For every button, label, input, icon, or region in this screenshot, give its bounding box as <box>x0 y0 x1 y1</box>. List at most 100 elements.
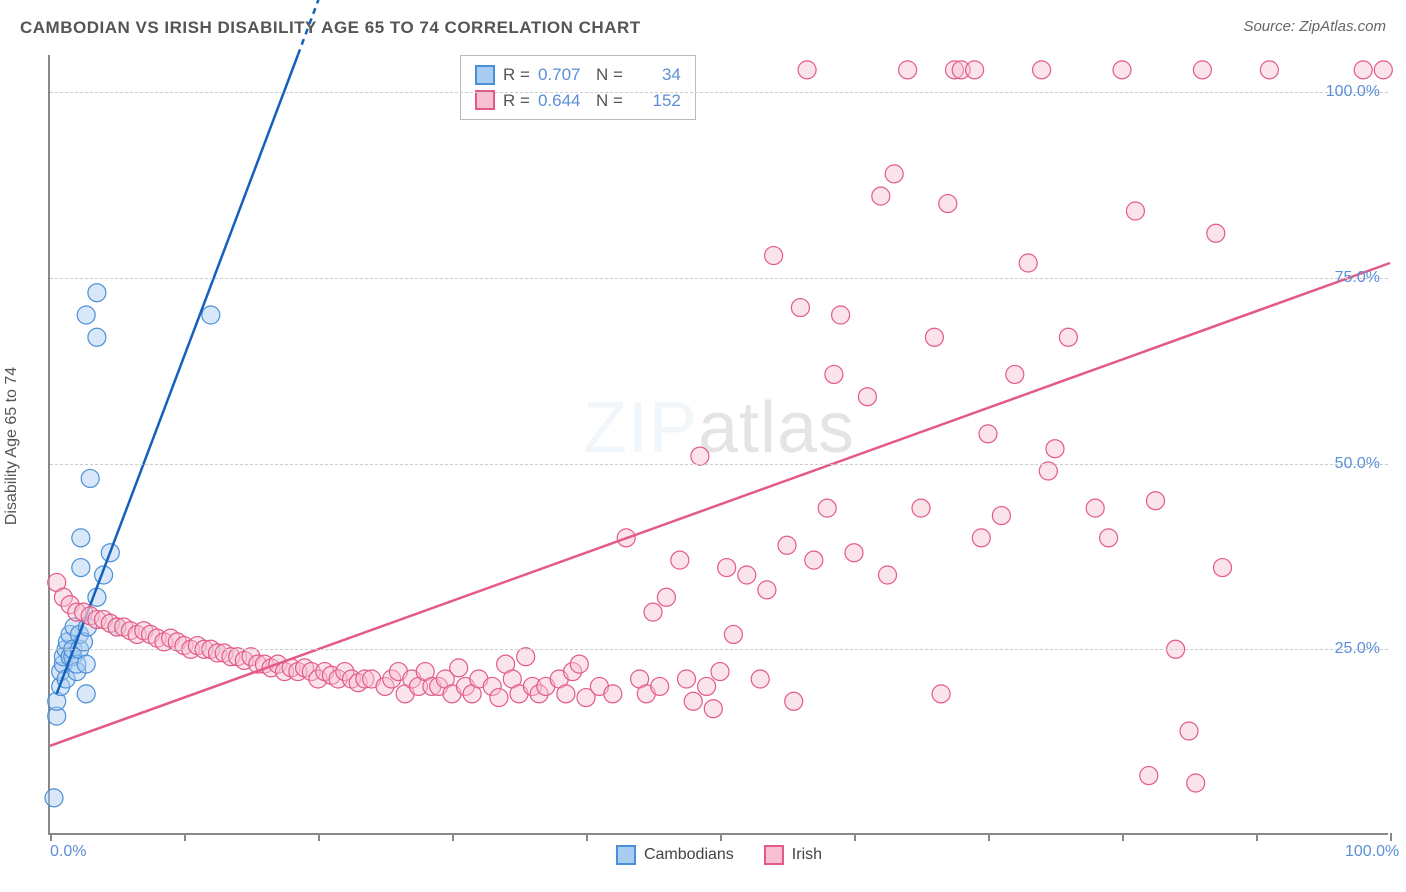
x-tick-mark <box>50 833 52 841</box>
scatter-point <box>825 365 843 383</box>
scatter-point <box>671 551 689 569</box>
scatter-point <box>765 247 783 265</box>
scatter-point <box>72 559 90 577</box>
scatter-point <box>805 551 823 569</box>
x-tick-mark <box>988 833 990 841</box>
y-tick-label: 75.0% <box>1335 269 1380 287</box>
scatter-point <box>832 306 850 324</box>
scatter-point <box>912 499 930 517</box>
scatter-point <box>798 61 816 79</box>
scatter-point <box>1180 722 1198 740</box>
scatter-point <box>1140 767 1158 785</box>
scatter-point <box>490 689 508 707</box>
scatter-point <box>77 655 95 673</box>
scatter-point <box>1126 202 1144 220</box>
x-tick-mark <box>184 833 186 841</box>
legend-item: Irish <box>764 845 822 865</box>
y-axis-label: Disability Age 65 to 74 <box>3 367 21 525</box>
scatter-point <box>879 566 897 584</box>
scatter-point <box>1100 529 1118 547</box>
scatter-point <box>1207 224 1225 242</box>
scatter-point <box>972 529 990 547</box>
scatter-point <box>88 284 106 302</box>
scatter-point <box>691 447 709 465</box>
stat-r-label: R = <box>503 62 530 88</box>
scatter-point <box>557 685 575 703</box>
legend-item: Cambodians <box>616 845 734 865</box>
scatter-point <box>791 299 809 317</box>
x-tick-label: 100.0% <box>1345 843 1399 861</box>
x-tick-mark <box>1256 833 1258 841</box>
scatter-point <box>1187 774 1205 792</box>
scatter-point <box>72 529 90 547</box>
scatter-point <box>77 306 95 324</box>
source-attribution: Source: ZipAtlas.com <box>1243 18 1386 35</box>
y-tick-label: 50.0% <box>1335 455 1380 473</box>
scatter-point <box>1374 61 1392 79</box>
x-tick-mark <box>452 833 454 841</box>
x-tick-mark <box>1390 833 1392 841</box>
scatter-point <box>1046 440 1064 458</box>
gridline-h <box>50 278 1388 279</box>
scatter-point <box>604 685 622 703</box>
scatter-point <box>718 559 736 577</box>
scatter-point <box>1147 492 1165 510</box>
scatter-point <box>758 581 776 599</box>
scatter-point <box>678 670 696 688</box>
scatter-point <box>778 536 796 554</box>
scatter-point <box>1214 559 1232 577</box>
legend-swatch <box>616 845 636 865</box>
scatter-point <box>724 625 742 643</box>
scatter-point <box>45 789 63 807</box>
scatter-point <box>1059 328 1077 346</box>
scatter-point <box>738 566 756 584</box>
stats-row: R = 0.707 N = 34 <box>475 62 681 88</box>
scatter-point <box>1260 61 1278 79</box>
gridline-h <box>50 464 1388 465</box>
scatter-point <box>570 655 588 673</box>
scatter-point <box>979 425 997 443</box>
scatter-point <box>1033 61 1051 79</box>
scatter-point <box>885 165 903 183</box>
scatter-point <box>450 659 468 677</box>
scatter-point <box>932 685 950 703</box>
x-tick-label: 0.0% <box>50 843 86 861</box>
plot-area: ZIPatlas R =0.707N =34R =0.644N =152 Cam… <box>48 55 1388 835</box>
legend-swatch <box>764 845 784 865</box>
scatter-point <box>1039 462 1057 480</box>
stat-n-label: N = <box>596 62 623 88</box>
legend-swatch <box>475 65 495 85</box>
y-tick-label: 100.0% <box>1326 83 1380 101</box>
x-tick-mark <box>854 833 856 841</box>
scatter-point <box>992 507 1010 525</box>
scatter-point <box>684 692 702 710</box>
gridline-h <box>50 649 1388 650</box>
scatter-point <box>698 677 716 695</box>
scatter-point <box>925 328 943 346</box>
scatter-point <box>704 700 722 718</box>
legend-label: Cambodians <box>644 846 734 864</box>
scatter-point <box>1113 61 1131 79</box>
scatter-point <box>899 61 917 79</box>
chart-svg <box>50 55 1388 833</box>
scatter-point <box>77 685 95 703</box>
scatter-point <box>872 187 890 205</box>
scatter-point <box>517 648 535 666</box>
stat-r-value: 0.707 <box>538 62 588 88</box>
scatter-point <box>751 670 769 688</box>
gridline-h <box>50 92 1388 93</box>
scatter-point <box>202 306 220 324</box>
scatter-point <box>1354 61 1372 79</box>
y-tick-label: 25.0% <box>1335 640 1380 658</box>
stats-legend-box: R =0.707N =34R =0.644N =152 <box>460 55 696 120</box>
x-tick-mark <box>1122 833 1124 841</box>
scatter-point <box>939 195 957 213</box>
scatter-point <box>845 544 863 562</box>
scatter-point <box>858 388 876 406</box>
stat-n-value: 34 <box>631 62 681 88</box>
scatter-point <box>88 328 106 346</box>
scatter-point <box>785 692 803 710</box>
scatter-point <box>818 499 836 517</box>
legend-swatch <box>475 90 495 110</box>
x-tick-mark <box>318 833 320 841</box>
